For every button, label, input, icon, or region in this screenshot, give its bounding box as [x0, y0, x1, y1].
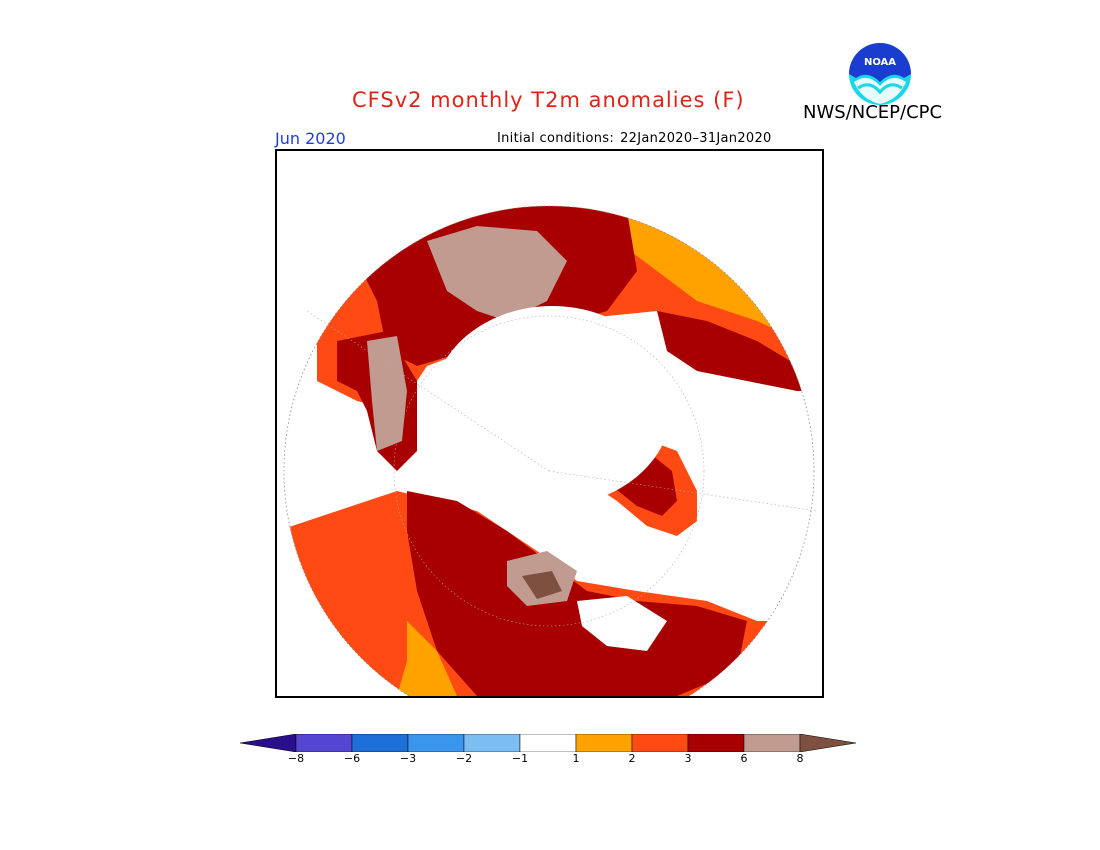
legend-swatch: [631, 734, 689, 752]
anomaly-region-hudson-neutral: [577, 596, 667, 651]
legend-tick-label: 1: [572, 752, 580, 765]
legend-arrow-high: [799, 734, 857, 752]
legend-tick-label: −6: [343, 752, 361, 765]
legend-tick-label: −8: [287, 752, 305, 765]
legend-tick-label: 3: [684, 752, 692, 765]
legend-swatch: [351, 734, 409, 752]
map-frame: [275, 149, 824, 698]
anomaly-region-eurasia-light: [537, 206, 814, 351]
hemisphere-boundary: [283, 205, 815, 696]
legend-tick-label: −1: [511, 752, 529, 765]
legend-swatch: [687, 734, 745, 752]
anomaly-region-canada-orange: [397, 621, 457, 696]
meridian-line: [306, 310, 550, 472]
legend-swatch: [519, 734, 577, 752]
polar-map: [283, 205, 818, 696]
noaa-logo: NOAA: [849, 43, 911, 105]
legend-colorbar: [240, 734, 857, 752]
initial-conditions-range: 22Jan2020–31Jan2020: [620, 131, 772, 146]
agency-label: NWS/NCEP/CPC: [803, 102, 943, 123]
legend-tick-label: −2: [455, 752, 473, 765]
legend-swatch: [743, 734, 801, 752]
legend-swatch: [295, 734, 353, 752]
legend-swatch: [407, 734, 465, 752]
anomaly-region-north-america-core: [407, 491, 747, 696]
noaa-logo-text: NOAA: [864, 57, 896, 68]
initial-conditions: Initial conditions: 22Jan2020–31Jan2020: [497, 131, 778, 146]
legend-arrow-low: [240, 734, 297, 752]
legend-tick-label: −3: [399, 752, 417, 765]
meridian-line: [548, 470, 818, 512]
arctic-neutral-cap: [432, 306, 672, 506]
legend-tick-label: 8: [796, 752, 804, 765]
anomaly-region-alaska-high: [367, 336, 407, 451]
forecast-month: Jun 2020: [275, 129, 346, 148]
legend-tick-label: 6: [740, 752, 748, 765]
map-title: CFSv2 monthly T2m anomalies (F): [352, 88, 745, 112]
anomaly-region-siberia-high: [427, 226, 567, 321]
anomaly-region-canada-max: [522, 571, 562, 599]
anomaly-region-europe: [657, 311, 814, 391]
initial-conditions-label: Initial conditions:: [497, 131, 615, 146]
legend-swatch: [463, 734, 521, 752]
legend-swatch: [575, 734, 633, 752]
latitude-ring: [393, 315, 705, 627]
legend-tick-label: 2: [628, 752, 636, 765]
